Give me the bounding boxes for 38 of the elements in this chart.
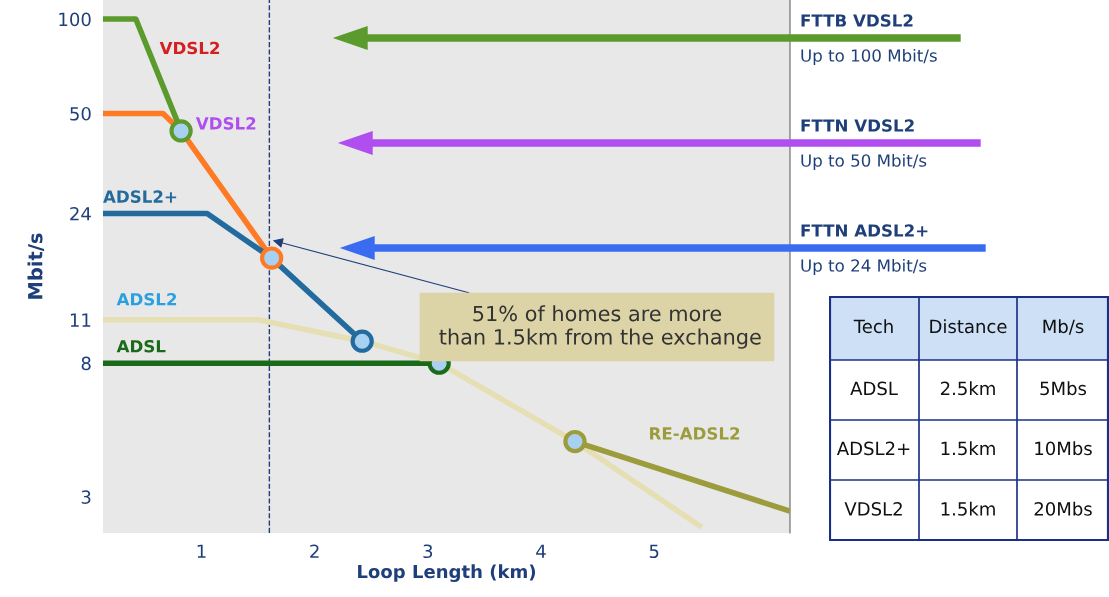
text: 1.5km <box>941 501 995 516</box>
text: ADSL2+ <box>836 441 910 456</box>
text: Mb/s <box>1043 319 1084 335</box>
y-tick-label: 8 <box>81 356 91 371</box>
y-tick-label: 100 <box>59 12 91 27</box>
text: 10Mbs <box>1035 441 1092 456</box>
x-tick-label: 5 <box>649 544 659 559</box>
series-label: ADSL2 <box>116 292 177 306</box>
x-tick-label: 2 <box>310 544 319 558</box>
text: 5Mbs <box>1040 381 1087 396</box>
series-label: VDSL2 <box>195 117 256 130</box>
x-tick-label: 4 <box>536 544 546 558</box>
y-tick-label: 24 <box>70 206 91 221</box>
text: FTTN ADSL2+ <box>801 224 928 237</box>
y-tick-label: 3 <box>81 490 91 504</box>
annotation: 51% of homes are more than 1.5km from the exchange <box>439 305 761 349</box>
text: FTTB VDSL2 <box>801 14 913 27</box>
x-tick-label: 1 <box>197 544 206 558</box>
x-tick-label: 3 <box>423 544 433 559</box>
text: ADSL <box>850 381 898 396</box>
text: Up to 24 Mbit/s <box>801 258 927 276</box>
series-label: VDSL2 <box>159 41 220 55</box>
text: 20Mbs <box>1034 501 1092 516</box>
text: Up to 50 Mbit/s <box>801 153 927 171</box>
y-tick-label: 11 <box>70 313 91 327</box>
series-label: ADSL2+ <box>103 190 177 203</box>
text: VDSL2 <box>844 502 902 516</box>
series-label: ADSL <box>116 339 166 353</box>
text: FTTN VDSL2 <box>801 119 914 132</box>
text: Distance <box>930 319 1007 334</box>
text: Up to 100 Mbit/s <box>801 48 937 66</box>
text: 1.5km <box>941 441 995 456</box>
y-tick-label: 50 <box>70 106 91 121</box>
text: 2.5km <box>940 381 995 396</box>
series-label: RE-ADSL2 <box>650 427 740 440</box>
y-axis-title: Mbit/s <box>27 233 45 299</box>
x-axis-title: Loop Length (km) <box>358 564 536 582</box>
text: Tech <box>853 319 893 334</box>
